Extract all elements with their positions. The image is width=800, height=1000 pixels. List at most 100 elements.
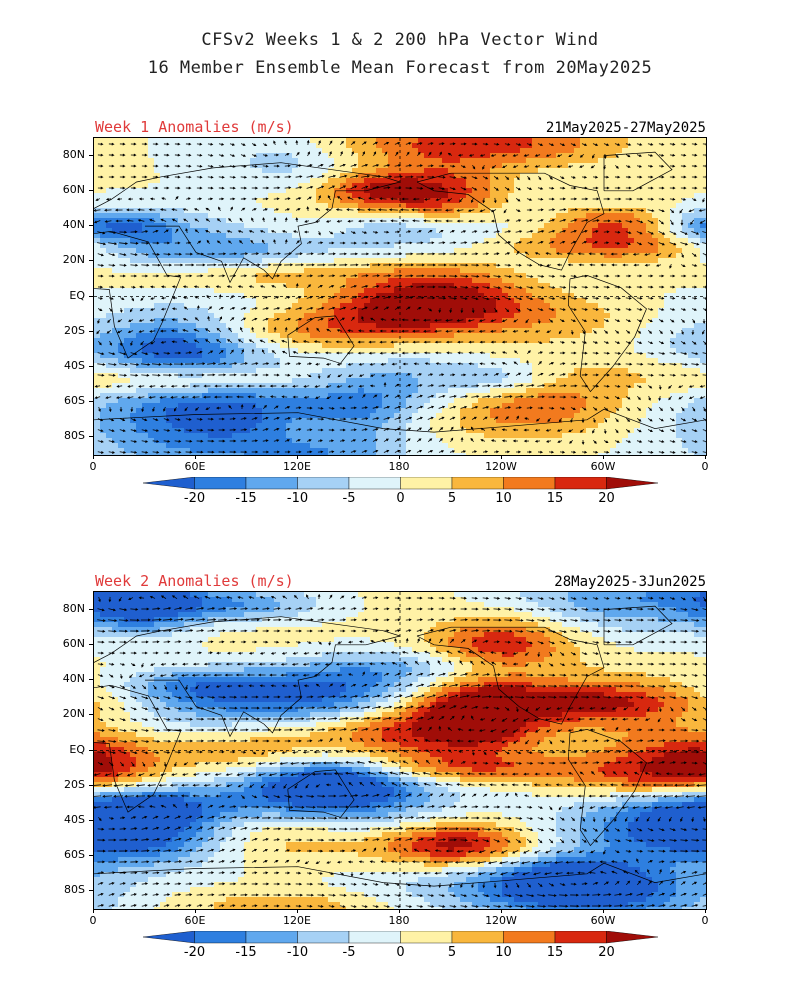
lat-tick-mark	[89, 855, 93, 857]
colorbar-segment	[142, 930, 195, 944]
lat-tick-label: 80N	[62, 147, 85, 161]
lon-tick-label: 0	[701, 914, 709, 927]
lon-tick-label: 0	[701, 460, 709, 473]
week1-dates: 21May2025-27May2025	[545, 120, 706, 136]
colorbar-label: 0	[396, 491, 405, 506]
colorbar-segment	[400, 476, 453, 490]
lon-tick-mark	[195, 455, 196, 459]
lat-tick-label: 20N	[62, 253, 85, 267]
colorbar-label: -10	[286, 491, 309, 506]
lat-tick-label: 60S	[64, 848, 85, 862]
lon-tick-label: 120W	[485, 460, 517, 473]
lon-tick-label: 180	[388, 460, 410, 473]
lat-tick-mark	[89, 819, 93, 821]
lon-tick-mark	[705, 455, 706, 459]
colorbar-label: 20	[598, 491, 615, 506]
colorbar-label: -5	[342, 491, 356, 506]
lat-tick-label: 80N	[62, 601, 85, 615]
colorbar-segment	[348, 930, 401, 944]
colorbar-label: 20	[598, 945, 615, 960]
colorbar-scale	[142, 930, 659, 944]
colorbar-segment	[297, 930, 350, 944]
lon-tick-label: 0	[89, 460, 97, 473]
lon-tick-label: 60E	[184, 914, 206, 927]
coastlines	[94, 151, 706, 433]
lat-tick-mark	[89, 749, 93, 751]
week2-title: Week 2 Anomalies (m/s)	[95, 572, 294, 590]
lat-tick-label: 20N	[62, 707, 85, 721]
week2-colorbar: -20 -15 -10 -5 0 5 10 15 20	[142, 930, 659, 960]
anomaly-field	[94, 138, 706, 455]
colorbar-segment	[297, 476, 350, 490]
lon-tick-label: 60W	[590, 460, 616, 473]
lat-tick-label: 60S	[64, 394, 85, 408]
week2-dates: 28May2025-3Jun2025	[554, 574, 706, 590]
lon-tick-label: 120W	[485, 914, 517, 927]
lat-tick-label: 40S	[64, 812, 85, 826]
colorbar-segment	[451, 476, 504, 490]
colorbar-segment	[606, 476, 659, 490]
lon-tick-label: 60W	[590, 914, 616, 927]
lon-tick-label: 60E	[184, 460, 206, 473]
colorbar-label: -5	[342, 945, 356, 960]
colorbar-segment	[503, 930, 556, 944]
lat-tick-mark	[89, 225, 93, 227]
week1-title: Week 1 Anomalies (m/s)	[95, 118, 294, 136]
lon-tick-label: 180	[388, 914, 410, 927]
colorbar-segment	[194, 476, 247, 490]
week1-anomaly-map	[93, 137, 707, 456]
lat-tick-mark	[89, 295, 93, 297]
lat-tick-label: 40N	[62, 672, 85, 686]
lat-tick-mark	[89, 260, 93, 262]
lon-tick-label: 120E	[283, 460, 311, 473]
lat-tick-label: 40S	[64, 358, 85, 372]
coastlines	[94, 605, 706, 887]
lat-tick-mark	[89, 401, 93, 403]
lon-tick-mark	[705, 909, 706, 913]
colorbar-segment	[400, 930, 453, 944]
colorbar-label: 5	[447, 945, 457, 960]
colorbar-segment	[451, 930, 504, 944]
lon-tick-mark	[399, 455, 400, 459]
lat-tick-label: 60N	[62, 182, 85, 196]
lon-tick-label: 120E	[283, 914, 311, 927]
lat-tick-label: EQ	[69, 742, 85, 756]
wind-vectors	[94, 593, 706, 908]
lon-tick-mark	[603, 455, 604, 459]
lon-tick-mark	[501, 909, 502, 913]
lat-tick-mark	[89, 784, 93, 786]
lat-tick-mark	[89, 679, 93, 681]
week1-colorbar: -20 -15 -10 -5 0 5 10 15 20	[142, 476, 659, 506]
colorbar-segment	[554, 476, 607, 490]
anomaly-shading	[94, 138, 706, 455]
lat-tick-mark	[89, 714, 93, 716]
lat-tick-label: EQ	[69, 288, 85, 302]
colorbar-label: 15	[546, 491, 564, 506]
colorbar-label: 10	[495, 945, 512, 960]
colorbar-label: -15	[235, 491, 257, 506]
lat-tick-mark	[89, 643, 93, 645]
lat-tick-label: 20S	[64, 323, 85, 337]
colorbar-label: -15	[235, 945, 257, 960]
lat-tick-mark	[89, 608, 93, 610]
colorbar-segment	[194, 930, 247, 944]
colorbar-segment	[348, 476, 401, 490]
lat-tick-label: 60N	[62, 636, 85, 650]
lat-tick-mark	[89, 330, 93, 332]
colorbar-segment	[554, 930, 607, 944]
lat-tick-label: 80S	[64, 883, 85, 897]
colorbar-scale	[142, 476, 659, 490]
colorbar-label: 15	[546, 945, 564, 960]
colorbar-label: -20	[183, 945, 206, 960]
lat-tick-label: 20S	[64, 777, 85, 791]
colorbar-label: -20	[183, 491, 206, 506]
colorbar-label: 5	[447, 491, 457, 506]
lat-tick-label: 40N	[62, 218, 85, 232]
lat-tick-mark	[89, 365, 93, 367]
week2-anomaly-map	[93, 591, 707, 910]
anomaly-field	[94, 592, 706, 909]
colorbar-label: -10	[286, 945, 309, 960]
colorbar-label: 0	[396, 945, 405, 960]
lon-tick-mark	[297, 455, 298, 459]
lat-tick-label: 80S	[64, 429, 85, 443]
